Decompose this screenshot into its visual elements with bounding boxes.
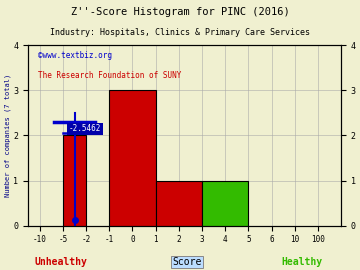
- Text: The Research Foundation of SUNY: The Research Foundation of SUNY: [37, 71, 181, 80]
- Bar: [202, 181, 248, 225]
- Bar: [63, 136, 86, 225]
- Bar: [156, 181, 202, 225]
- Y-axis label: Number of companies (7 total): Number of companies (7 total): [4, 74, 11, 197]
- Text: Score: Score: [172, 257, 202, 267]
- Text: -2.5462: -2.5462: [69, 124, 101, 133]
- Text: ©www.textbiz.org: ©www.textbiz.org: [37, 51, 112, 60]
- Text: Unhealthy: Unhealthy: [35, 257, 87, 267]
- Text: Z''-Score Histogram for PINC (2016): Z''-Score Histogram for PINC (2016): [71, 7, 289, 17]
- Text: Healthy: Healthy: [282, 257, 323, 267]
- Bar: [109, 90, 156, 225]
- Text: Industry: Hospitals, Clinics & Primary Care Services: Industry: Hospitals, Clinics & Primary C…: [50, 28, 310, 37]
